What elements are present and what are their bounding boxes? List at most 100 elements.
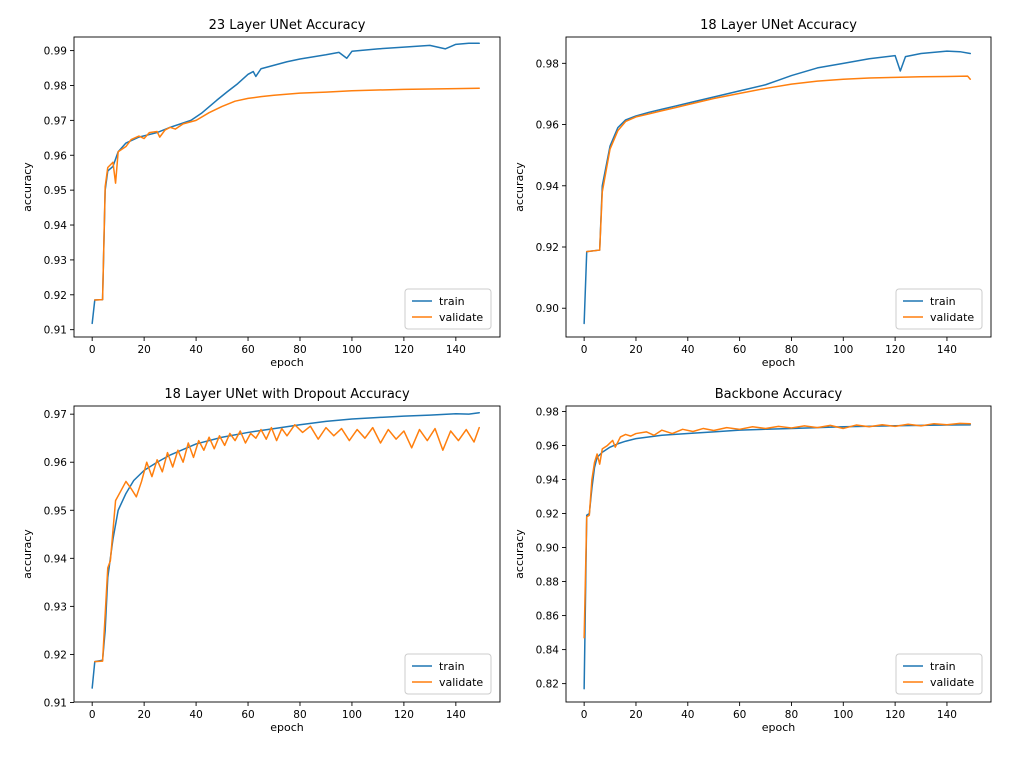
x-tick-label: 80 [293, 709, 306, 721]
y-tick-label: 0.94 [44, 220, 68, 232]
y-tick-label: 0.92 [44, 290, 67, 302]
y-tick-label: 0.91 [44, 697, 67, 709]
series-line-train [583, 424, 972, 690]
chart-panel-4: 0 20 40 60 80 100 120 140 0.82 0.84 0.86 0.88 0.90 0.… [513, 387, 992, 734]
y-tick-label: 0.96 [536, 440, 560, 452]
y-tick-label: 0.91 [44, 325, 67, 337]
y-tick-label: 0.94 [536, 181, 560, 193]
x-axis-label: epoch [762, 721, 796, 734]
x-tick-label: 20 [137, 709, 150, 721]
y-tick-label: 0.84 [536, 645, 560, 657]
y-tick-label: 0.99 [44, 46, 67, 58]
y-tick-label: 0.96 [44, 457, 68, 469]
y-tick-label: 0.93 [44, 601, 67, 613]
axes-frame [73, 405, 501, 703]
x-tick-label: 80 [293, 344, 306, 356]
x-tick-label: 120 [885, 709, 905, 721]
x-tick-label: 0 [89, 709, 96, 721]
legend-label-validate: validate [439, 311, 483, 324]
y-tick-label: 0.90 [536, 303, 559, 315]
x-tick-label: 140 [446, 344, 466, 356]
x-tick-label: 0 [581, 344, 588, 356]
y-tick-label: 0.92 [44, 649, 67, 661]
x-tick-label: 0 [581, 709, 588, 721]
legend-box [404, 653, 492, 695]
y-tick-label: 0.92 [536, 242, 559, 254]
x-axis-label: epoch [762, 356, 796, 369]
legend-label-validate: validate [439, 676, 483, 689]
y-tick-label: 0.98 [536, 406, 559, 418]
legend: train validate [404, 288, 492, 330]
x-tick-label: 40 [189, 344, 202, 356]
x-tick-label: 80 [785, 709, 798, 721]
x-tick-label: 100 [833, 344, 853, 356]
x-tick-label: 20 [629, 344, 642, 356]
series-line-validate [583, 422, 972, 639]
y-tick-label: 0.94 [536, 474, 560, 486]
y-tick-label: 0.97 [44, 409, 67, 421]
legend-label-train: train [930, 295, 956, 308]
x-tick-label: 140 [937, 709, 957, 721]
x-tick-label: 140 [937, 344, 957, 356]
x-tick-label: 20 [137, 344, 150, 356]
chart-title: 23 Layer UNet Accuracy [209, 18, 366, 33]
x-tick-label: 100 [342, 709, 362, 721]
y-tick-label: 0.94 [44, 553, 68, 565]
series-line-validate [94, 87, 480, 301]
chart-title: 18 Layer UNet with Dropout Accuracy [164, 387, 410, 402]
y-tick-label: 0.97 [44, 115, 67, 127]
y-tick-label: 0.95 [44, 505, 67, 517]
y-axis-label: accuracy [21, 529, 34, 579]
series-line-train [91, 42, 480, 325]
x-axis-label: epoch [270, 721, 304, 734]
axes-frame [565, 405, 992, 703]
y-tick-label: 0.86 [536, 611, 560, 623]
x-tick-label: 80 [785, 344, 798, 356]
x-tick-label: 40 [189, 709, 202, 721]
legend-label-validate: validate [930, 311, 974, 324]
legend-label-train: train [930, 660, 956, 673]
chart-panel-3: 0 20 40 60 80 100 120 140 0.91 0.92 0.93 0.94 0.95 0.… [21, 387, 501, 734]
x-tick-label: 40 [681, 344, 694, 356]
y-tick-label: 0.92 [536, 509, 559, 521]
legend-label-train: train [439, 295, 465, 308]
chart-panel-2: 0 20 40 60 80 100 120 140 0.90 0.92 0.94 0.96 0.98 18… [513, 18, 992, 369]
legend-box [895, 653, 983, 695]
y-tick-label: 0.96 [536, 120, 560, 132]
y-tick-label: 0.95 [44, 185, 67, 197]
x-tick-label: 60 [241, 344, 254, 356]
y-tick-label: 0.98 [536, 58, 559, 70]
legend: train validate [895, 653, 983, 695]
x-tick-label: 140 [446, 709, 466, 721]
y-tick-label: 0.96 [44, 150, 68, 162]
x-tick-label: 20 [629, 709, 642, 721]
legend: train validate [895, 288, 983, 330]
chart-title: 18 Layer UNet Accuracy [700, 18, 857, 33]
x-tick-label: 120 [394, 709, 414, 721]
x-tick-label: 40 [681, 709, 694, 721]
x-axis-label: epoch [270, 356, 304, 369]
y-tick-label: 0.88 [536, 577, 559, 589]
legend-label-validate: validate [930, 676, 974, 689]
y-axis-label: accuracy [513, 162, 526, 212]
x-tick-label: 0 [89, 344, 96, 356]
y-tick-label: 0.93 [44, 255, 67, 267]
series-line-train [91, 411, 480, 689]
x-tick-label: 120 [394, 344, 414, 356]
chart-title: Backbone Accuracy [715, 387, 843, 402]
y-tick-label: 0.90 [536, 543, 559, 555]
x-tick-label: 120 [885, 344, 905, 356]
chart-panel-1: 0 20 40 60 80 100 120 140 0.91 0.92 0.93 0.94 0.95 0.… [21, 18, 501, 369]
y-axis-label: accuracy [21, 162, 34, 212]
x-tick-label: 60 [733, 709, 746, 721]
legend-box [404, 288, 492, 330]
legend-label-train: train [439, 660, 465, 673]
x-tick-label: 100 [342, 344, 362, 356]
x-tick-label: 60 [241, 709, 254, 721]
x-tick-label: 60 [733, 344, 746, 356]
y-tick-label: 0.82 [536, 679, 559, 691]
y-tick-label: 0.98 [44, 80, 67, 92]
x-tick-label: 100 [833, 709, 853, 721]
legend-box [895, 288, 983, 330]
